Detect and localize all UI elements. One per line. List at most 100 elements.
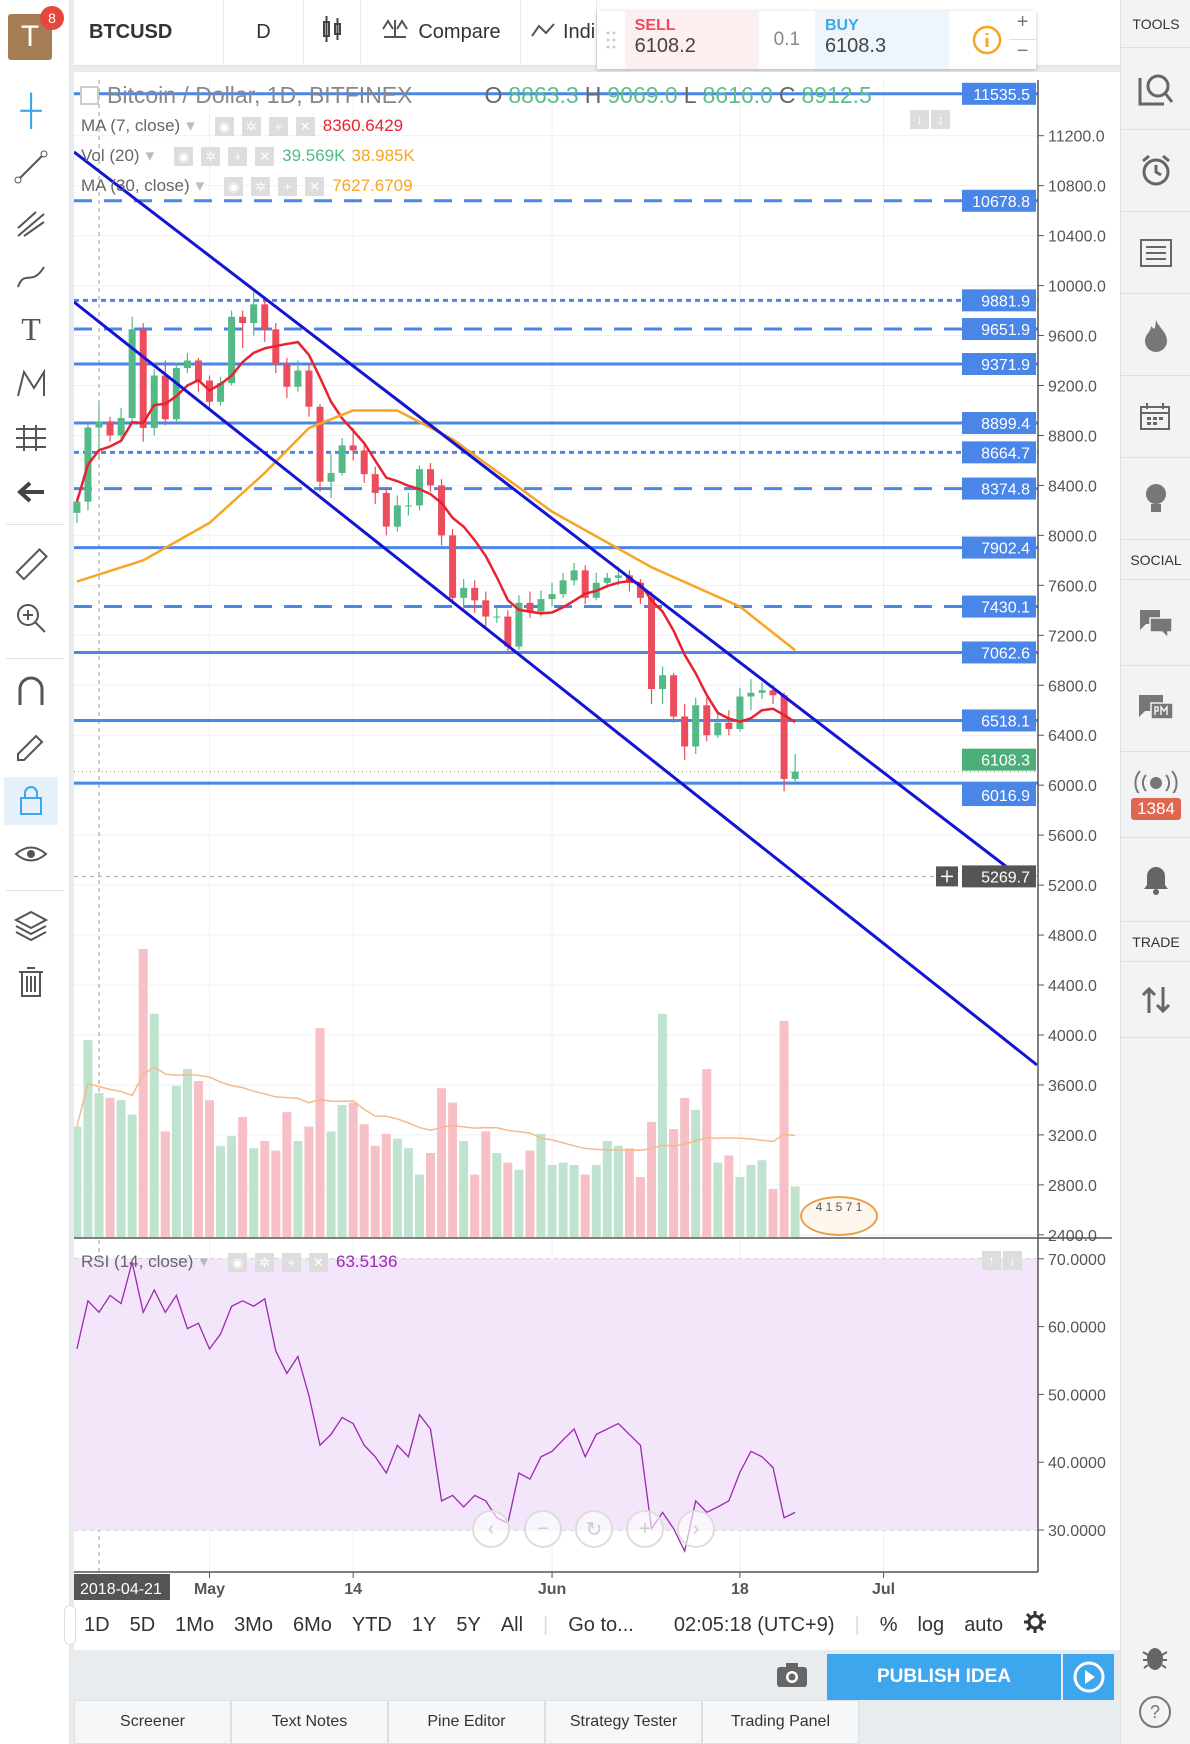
brush-icon[interactable] <box>8 253 54 299</box>
range-ytd[interactable]: YTD <box>351 1613 392 1636</box>
rsi-tick-label: 70.0000 <box>1048 1252 1106 1269</box>
candle-body <box>670 675 678 717</box>
publish-menu-button[interactable] <box>1063 1654 1114 1700</box>
collapse-icon[interactable] <box>80 86 99 105</box>
symbol-search-button[interactable]: BTCUSD <box>74 0 224 64</box>
crosshair-icon[interactable]: ┼ <box>20 94 42 127</box>
range-1d[interactable]: 1D <box>84 1613 110 1636</box>
volume-legend[interactable]: Vol (20) ▾ ◉ ✲ + ✕ 39.569K 38.985K <box>81 146 415 166</box>
indicators-button[interactable]: Indi <box>521 0 597 64</box>
range-3mo[interactable]: 3Mo <box>234 1613 273 1636</box>
eye-icon[interactable] <box>8 831 54 877</box>
settings-icon[interactable]: ✲ <box>201 146 221 166</box>
clock[interactable]: 02:05:18 (UTC+9) <box>673 1613 835 1636</box>
zoom-plus-button[interactable]: + <box>1009 11 1036 40</box>
bug-report-icon[interactable] <box>1141 1642 1169 1677</box>
range-5y[interactable]: 5Y <box>456 1613 481 1636</box>
publish-idea-button[interactable]: PUBLISH IDEA <box>827 1654 1061 1700</box>
trading-arrows-icon[interactable] <box>1121 962 1190 1038</box>
remove-icon[interactable]: ✕ <box>255 146 275 166</box>
trend-line-icon[interactable] <box>8 144 54 190</box>
candle-body <box>736 696 744 729</box>
snapshot-camera-icon[interactable] <box>776 1662 808 1693</box>
collapse-bar-button[interactable] <box>64 1605 76 1645</box>
notifications-bell-icon[interactable] <box>1121 838 1190 922</box>
add-icon[interactable]: + <box>228 146 248 166</box>
alarm-clock-icon[interactable] <box>1121 130 1190 212</box>
lock-icon[interactable] <box>4 777 58 825</box>
text-tool-icon[interactable]: T <box>21 310 41 347</box>
add-icon[interactable]: + <box>281 1252 301 1272</box>
auto-toggle[interactable]: auto <box>964 1613 1004 1636</box>
sell-button[interactable]: SELL 6108.2 <box>624 11 759 69</box>
settings-icon[interactable]: ✲ <box>251 176 271 196</box>
eye-icon[interactable]: ◉ <box>227 1252 247 1272</box>
quantity-field[interactable]: 0.1 <box>773 29 801 50</box>
ma7-legend[interactable]: MA (7, close) ▾ ◉ ✲ + ✕ 8360.6429 <box>81 116 404 136</box>
zoom-in-button[interactable]: + <box>626 1510 664 1548</box>
percent-toggle[interactable]: % <box>879 1613 898 1636</box>
help-icon[interactable]: ? <box>1139 1696 1171 1728</box>
drag-handle-icon[interactable] <box>597 11 625 69</box>
streams-icon[interactable]: 1384 <box>1121 752 1190 838</box>
range-all[interactable]: All <box>500 1613 524 1636</box>
range-1mo[interactable]: 1Mo <box>175 1613 215 1636</box>
pitchfork-icon[interactable] <box>8 200 54 246</box>
watchlist-search-icon[interactable] <box>1121 48 1190 130</box>
calendar-icon[interactable] <box>1121 376 1190 458</box>
rsi-pane-move-buttons[interactable]: ↑ ↓ <box>982 1251 1024 1270</box>
remove-icon[interactable]: ✕ <box>295 116 315 136</box>
add-icon[interactable]: + <box>268 116 288 136</box>
ma30-legend[interactable]: MA (30, close) ▾ ◉ ✲ + ✕ 7627.6709 <box>81 176 413 196</box>
chat-icon[interactable] <box>1121 580 1190 666</box>
zoom-out-button[interactable]: − <box>524 1510 562 1548</box>
interval-button[interactable]: D <box>224 0 304 64</box>
tab-pine-editor[interactable]: Pine Editor <box>388 1700 545 1744</box>
pattern-icon[interactable] <box>8 360 54 406</box>
compare-button[interactable]: Compare <box>361 0 521 64</box>
ruler-icon[interactable] <box>8 542 54 588</box>
layers-icon[interactable] <box>8 902 54 948</box>
hotlist-fire-icon[interactable] <box>1121 294 1190 376</box>
tab-strategy-tester[interactable]: Strategy Tester <box>545 1700 702 1744</box>
lock-drawings-icon[interactable] <box>8 722 54 768</box>
scroll-left-button[interactable]: ‹ <box>472 1510 510 1548</box>
pane-move-buttons[interactable]: ↓ ↕ <box>910 110 952 129</box>
reset-chart-button[interactable]: ↻ <box>575 1510 613 1548</box>
log-toggle[interactable]: log <box>917 1613 945 1636</box>
channel-lower-trendline[interactable] <box>74 300 1038 1067</box>
zoom-minus-button[interactable]: − <box>1016 40 1029 62</box>
tab-trading-panel[interactable]: Trading Panel <box>702 1700 859 1744</box>
info-icon[interactable] <box>972 11 1002 69</box>
add-icon[interactable]: + <box>278 176 298 196</box>
back-arrow-icon[interactable] <box>8 469 54 515</box>
news-list-icon[interactable] <box>1121 212 1190 294</box>
private-messages-icon[interactable] <box>1121 666 1190 752</box>
zoom-in-icon[interactable] <box>8 595 54 641</box>
channel-upper-trendline[interactable] <box>74 150 1013 873</box>
rsi-legend[interactable]: RSI (14, close) ▾ ◉ ✲ + ✕ 63.5136 <box>81 1252 398 1272</box>
scroll-right-button[interactable]: › <box>677 1510 715 1548</box>
remove-icon[interactable]: ✕ <box>308 1252 328 1272</box>
settings-icon[interactable]: ✲ <box>241 116 261 136</box>
remove-icon[interactable]: ✕ <box>305 176 325 196</box>
eye-icon[interactable]: ◉ <box>214 116 234 136</box>
crosshair-plus-icon <box>941 870 953 883</box>
settings-gear-icon[interactable] <box>1023 1610 1047 1640</box>
buy-button[interactable]: BUY 6108.3 <box>814 11 950 69</box>
eye-icon[interactable]: ◉ <box>224 176 244 196</box>
tab-text-notes[interactable]: Text Notes <box>231 1700 388 1744</box>
range-6mo[interactable]: 6Mo <box>292 1613 332 1636</box>
ideas-bulb-icon[interactable] <box>1121 458 1190 540</box>
settings-icon[interactable]: ✲ <box>254 1252 274 1272</box>
prediction-measure-icon[interactable] <box>8 415 54 461</box>
goto-button[interactable]: Go to... <box>568 1613 634 1636</box>
chart-style-button[interactable] <box>304 0 361 64</box>
range-5d[interactable]: 5D <box>129 1613 156 1636</box>
trash-icon[interactable] <box>8 958 54 1004</box>
eye-icon[interactable]: ◉ <box>174 146 194 166</box>
tab-screener[interactable]: Screener <box>74 1700 231 1744</box>
range-1y[interactable]: 1Y <box>411 1613 437 1636</box>
magnet-icon[interactable] <box>8 669 54 715</box>
